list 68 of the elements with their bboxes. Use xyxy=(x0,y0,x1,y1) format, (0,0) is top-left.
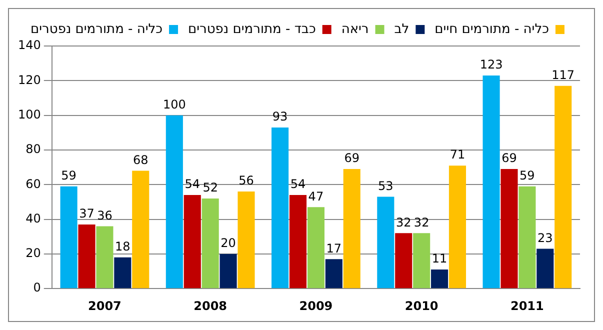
data-label: 59 xyxy=(520,168,535,182)
data-label: 93 xyxy=(272,110,288,124)
bar xyxy=(307,207,324,288)
data-label: 54 xyxy=(184,177,200,192)
bar xyxy=(60,186,78,288)
bar xyxy=(202,198,219,288)
data-label: 23 xyxy=(538,230,553,245)
data-label: 20 xyxy=(220,236,236,250)
bar xyxy=(500,169,518,288)
data-label: 37 xyxy=(79,206,94,221)
data-label: 56 xyxy=(238,174,254,188)
data-label: 69 xyxy=(502,151,517,166)
bar xyxy=(395,233,412,288)
bar xyxy=(413,233,430,288)
data-label: 36 xyxy=(97,208,112,222)
legend-label: כליה - מתורמים נפטרים xyxy=(30,22,163,37)
bar xyxy=(431,270,448,288)
x-tick-label: 2008 xyxy=(194,298,228,313)
bar xyxy=(448,166,466,288)
bar xyxy=(518,186,536,288)
bar xyxy=(132,170,150,288)
bar xyxy=(272,127,289,288)
legend-label: כבד - מתורמים נפטרים xyxy=(188,22,316,37)
y-tick-label: 20 xyxy=(26,246,41,260)
y-tick-label: 60 xyxy=(26,176,41,191)
y-tick-label: 120 xyxy=(18,72,41,87)
bar xyxy=(96,226,114,288)
data-label: 68 xyxy=(132,152,148,167)
data-label: 52 xyxy=(202,180,218,195)
x-tick-label: 2010 xyxy=(404,298,438,313)
bar xyxy=(377,196,394,288)
x-tick-label: 2011 xyxy=(510,298,544,313)
bar xyxy=(343,169,360,288)
bar xyxy=(238,192,255,288)
bar xyxy=(482,75,500,288)
data-label: 32 xyxy=(396,215,412,230)
data-label: 32 xyxy=(414,215,430,230)
legend-label: ריאה xyxy=(341,22,369,37)
bar xyxy=(114,257,132,288)
data-label: 59 xyxy=(61,168,76,182)
data-label: 18 xyxy=(115,240,130,254)
data-label: 17 xyxy=(326,241,342,256)
legend-label: כליה - מתורמים חיים xyxy=(434,22,550,37)
data-label: 54 xyxy=(290,177,306,192)
bar xyxy=(220,254,237,288)
x-tick-label: 2009 xyxy=(299,298,333,313)
y-tick-label: 0 xyxy=(33,280,41,295)
data-label: 123 xyxy=(480,58,503,72)
data-label: 71 xyxy=(450,148,466,162)
bar xyxy=(554,86,572,288)
data-label: 69 xyxy=(344,151,360,166)
data-label: 100 xyxy=(162,97,186,112)
data-label: 117 xyxy=(552,68,575,82)
y-tick-label: 40 xyxy=(26,211,41,226)
bar xyxy=(536,248,554,288)
data-label: 47 xyxy=(308,189,324,204)
bar xyxy=(289,195,307,288)
x-tick-label: 2007 xyxy=(88,298,122,313)
y-tick-label: 100 xyxy=(18,107,41,122)
bar xyxy=(78,224,96,288)
bar xyxy=(184,195,201,288)
legend-label: לב xyxy=(394,22,410,37)
data-label: 11 xyxy=(432,252,448,266)
bar xyxy=(325,259,342,288)
y-tick-label: 140 xyxy=(18,38,41,52)
bar xyxy=(166,115,183,288)
data-label: 53 xyxy=(378,178,394,193)
y-tick-label: 80 xyxy=(26,142,41,156)
